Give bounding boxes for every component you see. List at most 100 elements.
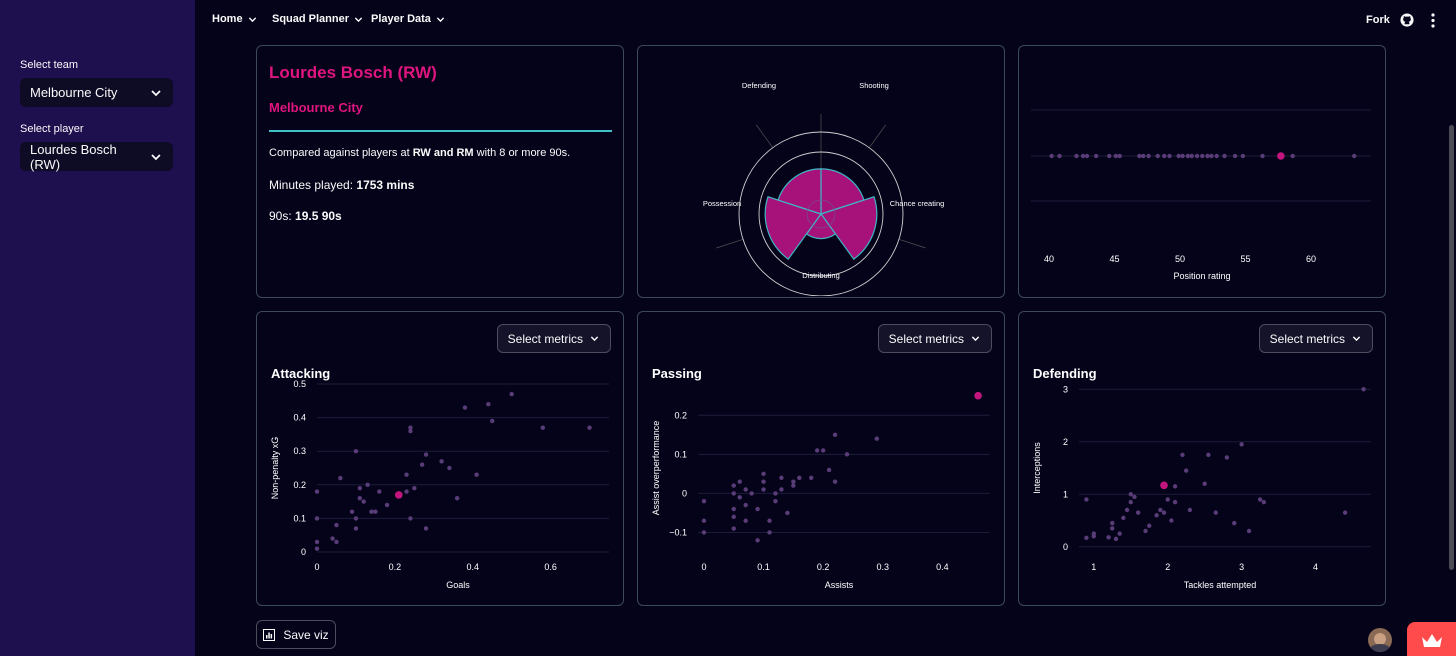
scatter-x-tick-label: 0.2 <box>817 562 830 572</box>
scatter-point <box>1180 452 1185 458</box>
scatter-point <box>412 485 417 491</box>
rating-point <box>1117 153 1122 159</box>
scatter-y-tick-label: 0.2 <box>293 480 306 490</box>
select-metrics-button[interactable]: Select metrics <box>1258 324 1373 353</box>
rating-point <box>1074 153 1079 159</box>
scatter-point <box>767 518 772 523</box>
team-select-label: Select team <box>20 59 79 71</box>
scatter-point <box>1110 520 1115 526</box>
scatter-y-tick-label: 0 <box>682 488 687 498</box>
nineties-label: 90s: <box>269 209 296 223</box>
scatter-point <box>791 483 796 488</box>
scatter-point <box>749 491 754 496</box>
scatter-point <box>1261 499 1267 505</box>
rating-point <box>1189 153 1194 159</box>
scrollbar[interactable] <box>1449 125 1454 570</box>
scatter-x-tick-label: 1 <box>1091 562 1096 572</box>
scatter-point <box>814 448 820 453</box>
github-icon[interactable] <box>1400 13 1414 27</box>
scatter-point <box>1135 510 1141 515</box>
scatter-point <box>1169 518 1174 523</box>
scatter-point <box>791 479 796 484</box>
position-rating-chart: 40 45 50 55 60 Position rating <box>1031 109 1371 281</box>
scatter-point <box>1084 497 1089 502</box>
nav-home[interactable]: Home <box>212 13 258 25</box>
rating-point <box>1200 153 1205 159</box>
select-metrics-label: Select metrics <box>888 331 964 346</box>
scatter-point <box>743 487 748 492</box>
crown-icon <box>1422 634 1442 647</box>
scatter-point <box>701 530 707 535</box>
select-metrics-label: Select metrics <box>507 331 583 346</box>
scatter-point <box>369 509 374 514</box>
scatter-point <box>314 539 320 545</box>
scatter-point <box>1091 534 1096 539</box>
streamlit-badge[interactable] <box>1407 622 1456 656</box>
player-select[interactable]: Lourdes Bosch (RW) <box>20 141 173 172</box>
save-viz-label: Save viz <box>283 627 329 642</box>
scatter-point <box>408 425 413 430</box>
scatter-point <box>373 509 378 514</box>
rating-point <box>1232 153 1238 159</box>
radar-chart: Shooting Chance creating Distributing Posse… <box>703 81 945 296</box>
scatter-point <box>1132 494 1137 500</box>
team-select[interactable]: Melbourne City <box>20 78 173 107</box>
position-rating-card: 40 45 50 55 60 Position rating <box>1018 45 1386 298</box>
scatter-point <box>1232 520 1237 526</box>
rating-point <box>1049 153 1054 159</box>
scatter-point <box>761 479 766 484</box>
scatter-point <box>874 436 879 441</box>
select-metrics-button[interactable]: Select metrics <box>877 324 992 353</box>
comparison-suffix: with 8 or more 90s. <box>473 147 571 159</box>
scatter-point <box>1117 531 1122 536</box>
scatter-point <box>353 526 359 531</box>
fork-link[interactable]: Fork <box>1366 14 1390 26</box>
chevron-down-icon <box>436 16 445 22</box>
scatter-x-tick-label: 0.6 <box>544 562 557 572</box>
scatter-point <box>361 499 366 504</box>
select-metrics-button[interactable]: Select metrics <box>496 324 611 353</box>
scatter-y-axis-label: Interceptions <box>1032 442 1042 494</box>
scatter-point <box>731 514 736 520</box>
rating-axis-label: Position rating <box>1173 271 1230 281</box>
scatter-point <box>1147 523 1152 528</box>
avatar[interactable] <box>1368 628 1392 652</box>
rating-point <box>1205 153 1210 159</box>
save-viz-button[interactable]: Save viz <box>256 620 336 649</box>
scatter-point <box>423 452 429 457</box>
scatter-y-axis-label: Non-penalty xG <box>270 437 280 500</box>
scatter-point <box>1158 507 1163 513</box>
scatter-point <box>844 452 850 457</box>
scatter-x-tick-label: 3 <box>1239 562 1244 572</box>
scatter-point <box>474 472 479 477</box>
scatter-point <box>1183 468 1189 473</box>
scatter-x-tick-label: 0.4 <box>466 562 479 572</box>
player-name: Lourdes Bosch (RW) <box>269 63 437 82</box>
rating-point <box>1185 153 1191 159</box>
scatter-point <box>809 475 814 480</box>
more-options-icon[interactable] <box>1430 13 1436 28</box>
rating-point <box>1141 153 1146 159</box>
rating-point <box>1080 153 1086 159</box>
scatter-x-tick-label: 0 <box>314 562 319 572</box>
sidebar: Select team Melbourne City Select player… <box>0 0 195 656</box>
scatter-point <box>540 425 546 430</box>
scatter-point <box>1106 535 1111 540</box>
nav-player-data[interactable]: Player Data <box>371 13 446 25</box>
scatter-point <box>832 479 838 484</box>
scatter-highlight-point <box>1160 481 1168 490</box>
passing-scatter: −0.1 0 0.1 0.2 0 0.1 0.2 0.3 0.4 Assists Assist ov… <box>651 391 990 590</box>
scatter-point <box>797 475 802 480</box>
player-select-label: Select player <box>20 123 84 135</box>
player-select-value: Lourdes Bosch (RW) <box>30 141 117 172</box>
chevron-down-icon <box>971 336 980 342</box>
radar-segment <box>820 168 865 215</box>
rating-point <box>1240 153 1246 159</box>
scatter-point <box>743 502 748 508</box>
chevron-down-icon <box>151 153 161 160</box>
scatter-x-tick-label: 0 <box>701 562 706 572</box>
rating-point <box>1290 153 1295 159</box>
radar-label: Chance creating <box>890 199 945 208</box>
scatter-point <box>1202 481 1207 486</box>
nav-squad-planner[interactable]: Squad Planner <box>272 13 364 25</box>
